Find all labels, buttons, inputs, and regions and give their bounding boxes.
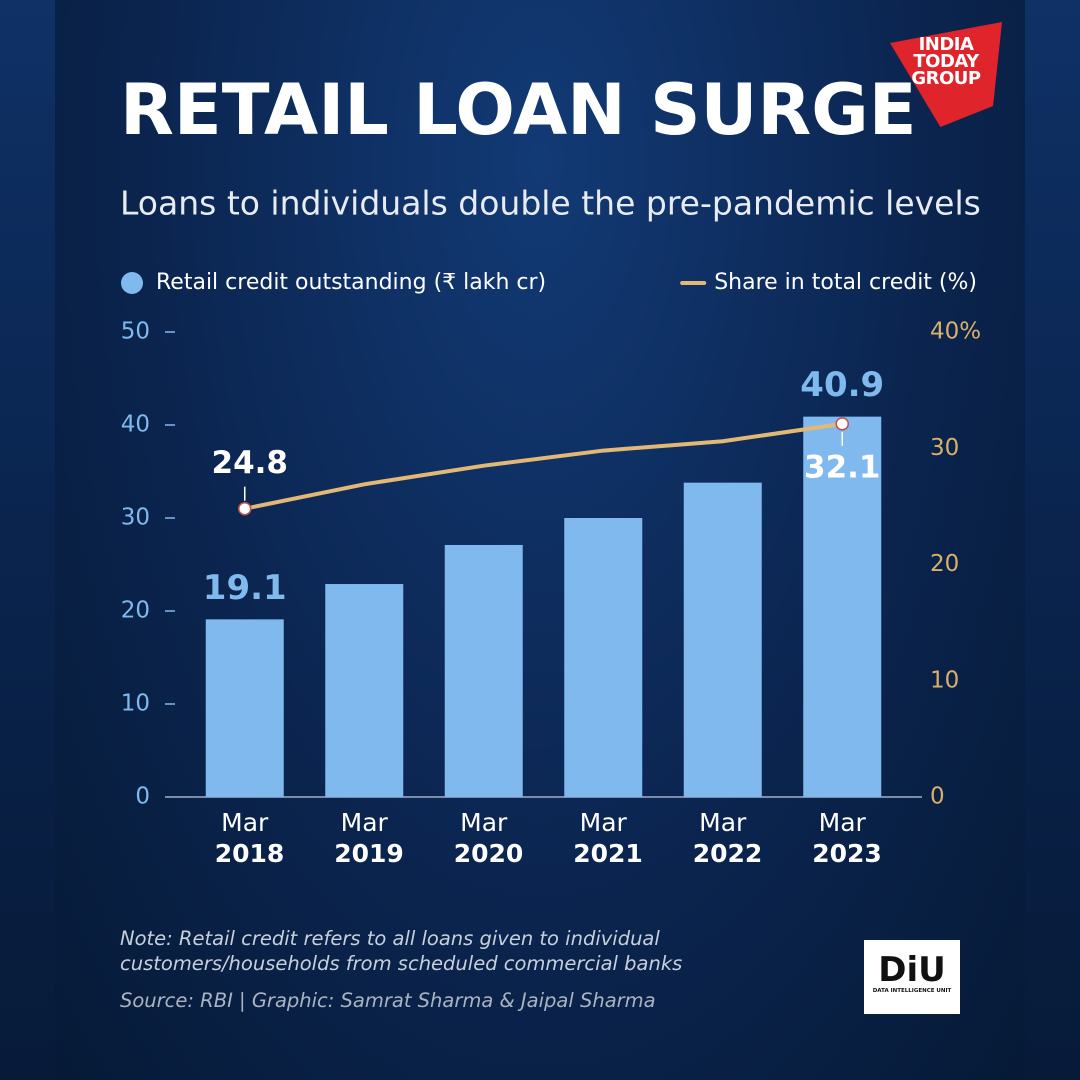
y-tick-label: 40 [121, 412, 150, 438]
bar [683, 482, 762, 797]
y2-tick-label: 0 [930, 784, 945, 810]
legend-marker [121, 272, 143, 294]
x-tick-label: Mar 2020 [453, 808, 524, 868]
bar [325, 584, 404, 797]
note: Note: Retail credit refers to all loans … [120, 927, 683, 975]
bar [564, 518, 643, 797]
y-tick-label: 10 [121, 691, 150, 717]
y2-tick-label: 30 [930, 435, 959, 461]
bar-value-label: 19.1 [203, 568, 287, 608]
y-tick-label: 30 [121, 505, 150, 531]
y-tick-label: 0 [135, 784, 150, 810]
line-value-label: 24.8 [212, 445, 289, 481]
bar [444, 544, 523, 797]
chart-subtitle: Loans to individuals double the pre-pand… [120, 184, 981, 223]
bar [803, 416, 882, 797]
bar [205, 619, 284, 797]
y2-tick-label: 10 [930, 667, 959, 693]
x-tick-label: Mar 2022 [692, 808, 763, 868]
y2-tick-label: 20 [930, 551, 959, 577]
line-point [835, 417, 849, 431]
x-tick-label: Mar 2021 [573, 808, 643, 868]
line [244, 421, 843, 511]
chart-title: RETAIL LOAN SURGE [120, 69, 917, 151]
unit-logo-text: DiU [878, 950, 946, 990]
legend-label: Retail credit outstanding (₹ lakh cr) [156, 270, 546, 295]
x-tick-label: Mar 2023 [812, 808, 882, 868]
bar-value-label: 40.9 [800, 365, 884, 405]
line-point [238, 501, 252, 516]
source: Source: RBI | Graphic: Samrat Sharma & J… [120, 989, 656, 1012]
line-value-label: 32.1 [804, 449, 881, 485]
y-tick-label: 20 [121, 598, 150, 624]
x-tick-label: Mar 2018 [214, 808, 285, 868]
y2-tick-label: 40% [930, 319, 981, 345]
y-tick-label: 50 [121, 319, 150, 345]
legend-label: Share in total credit (%) [714, 270, 977, 295]
unit-logo-name: DATA INTELLIGENCE UNIT [872, 988, 952, 994]
unit-logo: DiU DATA INTELLIGENCE UNIT [864, 940, 960, 1014]
x-tick-label: Mar 2019 [334, 808, 404, 868]
